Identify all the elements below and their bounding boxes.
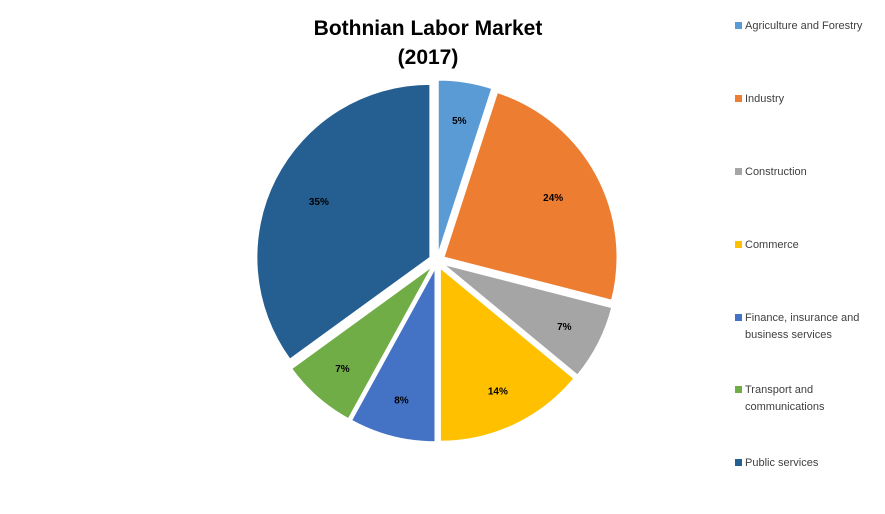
slice-data-label: 8%	[394, 395, 409, 406]
pie-slice-agriculture-and-forestry	[437, 79, 493, 254]
pie-slice-industry	[443, 91, 618, 301]
slice-data-label: 7%	[557, 322, 572, 333]
legend-label: Construction	[745, 166, 807, 178]
legend-item: Transport and communications	[735, 382, 880, 416]
legend-swatch	[735, 241, 742, 248]
legend-item: Finance, insurance and business services	[735, 310, 880, 344]
slice-data-label: 35%	[309, 197, 329, 208]
chart-legend: Agriculture and Forestry Industry Construc…	[735, 0, 885, 514]
legend-item: Commerce	[735, 237, 880, 254]
legend-swatch	[735, 95, 742, 102]
legend-label: Transport and communications	[745, 384, 825, 413]
legend-label: Public services	[745, 457, 819, 469]
slice-data-label: 7%	[335, 364, 350, 375]
pie-slice-construction	[443, 264, 613, 376]
pie-slice-commerce	[439, 267, 575, 442]
legend-label: Industry	[745, 93, 785, 105]
pie-slice-finance-insurance-and-business-services	[350, 268, 436, 443]
legend-swatch	[735, 314, 742, 321]
legend-item: Industry	[735, 91, 880, 108]
legend-item: Agriculture and Forestry	[735, 18, 880, 35]
legend-label: Finance, insurance and business services	[745, 312, 860, 341]
slice-data-label: 24%	[543, 193, 563, 204]
legend-swatch	[735, 168, 742, 175]
legend-swatch	[735, 459, 742, 466]
slice-data-label: 5%	[452, 116, 467, 127]
legend-item: Public services	[735, 455, 880, 472]
slice-data-label: 14%	[488, 386, 508, 397]
legend-label: Agriculture and Forestry	[745, 20, 863, 32]
legend-label: Commerce	[745, 239, 799, 251]
pie-slice-public-services	[256, 83, 431, 360]
chart-title-line-1: Bothnian Labor Market	[314, 17, 543, 40]
pie-slice-labels: 5% 24% 7% 14% 8% 7% 35%	[309, 116, 572, 407]
chart-title-line-2: (2017)	[398, 46, 459, 69]
legend-item: Construction	[735, 164, 880, 181]
pie-slice-transport-and-communications	[291, 266, 433, 420]
pie-slices	[256, 79, 618, 443]
legend-swatch	[735, 22, 742, 29]
legend-swatch	[735, 386, 742, 393]
